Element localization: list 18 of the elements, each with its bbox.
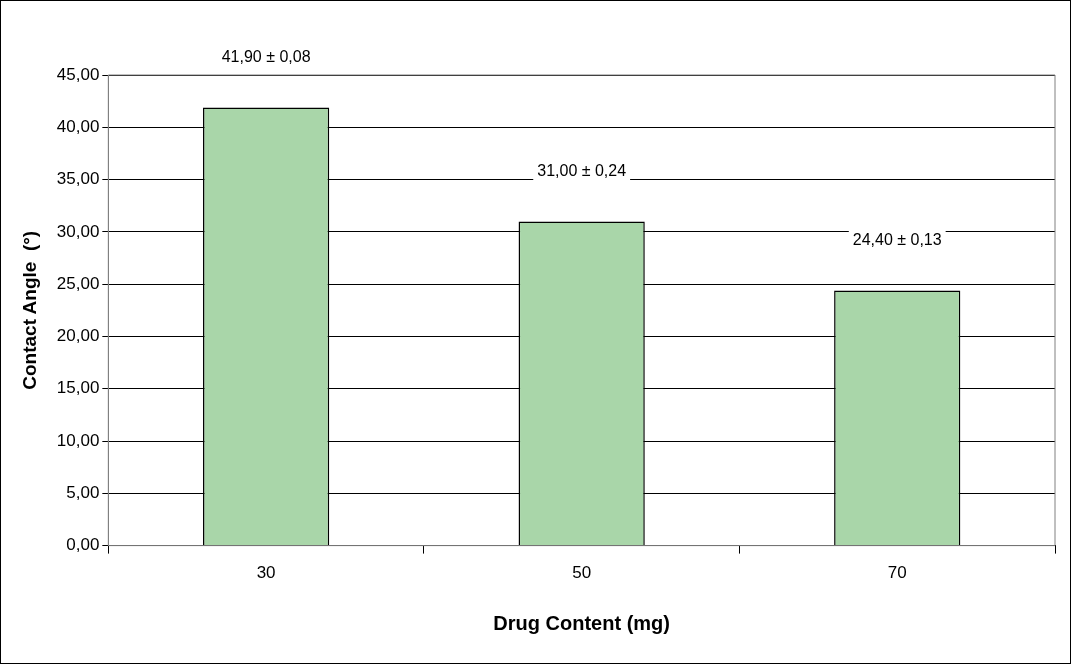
data-label: 41,90 ± 0,08 — [221, 47, 311, 65]
y-axis-title: Contact Angle (°) — [18, 230, 40, 390]
y-tick-label: 0,00 — [66, 535, 100, 555]
y-tick-label: 30,00 — [56, 221, 100, 241]
data-label: 24,40 ± 0,13 — [852, 230, 942, 248]
x-tick-label: 70 — [887, 563, 907, 583]
y-tick-label: 40,00 — [56, 116, 100, 136]
y-tick-label: 45,00 — [56, 64, 100, 84]
x-axis-title: Drug Content (mg) — [493, 611, 670, 634]
y-tick-label: 35,00 — [56, 169, 100, 189]
y-tick-label: 25,00 — [56, 273, 100, 293]
y-tick-label: 15,00 — [56, 378, 100, 398]
y-tick-label: 10,00 — [56, 430, 100, 450]
y-tick-label: 20,00 — [56, 326, 100, 346]
x-tick-label: 30 — [256, 563, 276, 583]
x-tick-label: 50 — [572, 563, 592, 583]
data-label: 31,00 ± 0,24 — [537, 161, 627, 179]
y-tick-label: 5,00 — [66, 483, 100, 502]
